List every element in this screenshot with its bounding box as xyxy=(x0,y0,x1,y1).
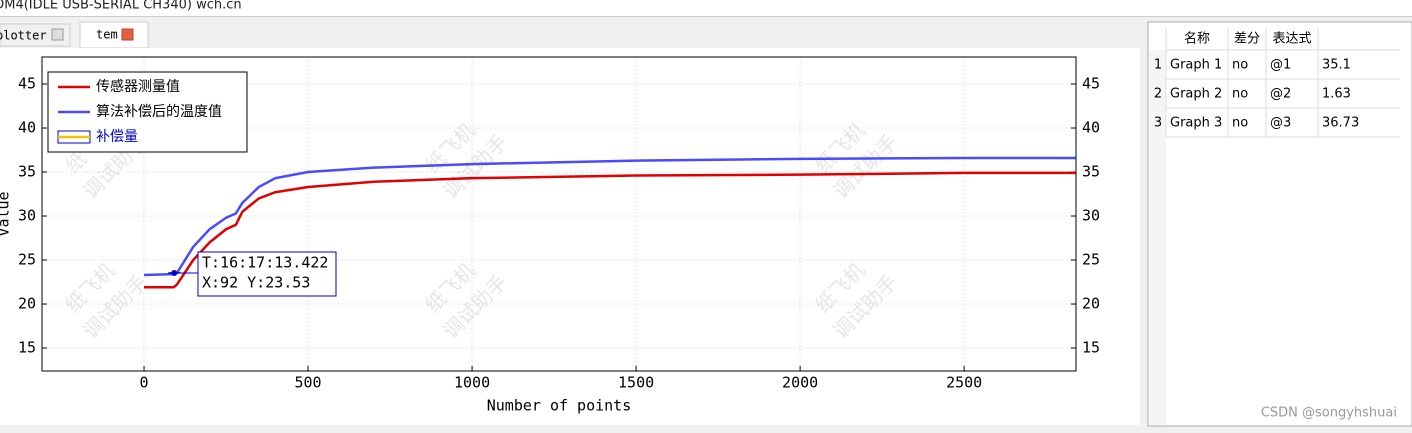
table-cell: Graph 2 xyxy=(1170,87,1222,102)
legend-label: 补偿量 xyxy=(96,129,138,145)
y2-tick-label: 30 xyxy=(1082,207,1100,225)
x-tick-label: 500 xyxy=(294,374,321,392)
table-index-column xyxy=(1149,50,1166,425)
table-cell: no xyxy=(1232,87,1248,102)
y2-tick-label: 20 xyxy=(1082,295,1100,313)
table-cell: 1.63 xyxy=(1322,87,1351,102)
table-cell: @1 xyxy=(1270,58,1291,73)
y-axis-label: Value xyxy=(0,191,13,236)
plot-frame xyxy=(41,56,1077,372)
table-cell: 35.1 xyxy=(1322,58,1351,73)
legend-label: 传感器测量值 xyxy=(96,78,180,95)
table-cell: @2 xyxy=(1270,87,1291,102)
table-header: 名称 xyxy=(1184,31,1210,47)
row-number: 2 xyxy=(1154,87,1162,102)
table-cell: no xyxy=(1232,58,1248,73)
tooltip-box xyxy=(197,251,337,297)
row-number: 1 xyxy=(1154,58,1162,73)
y-tick-label: 15 xyxy=(18,339,36,357)
table-header: 差分 xyxy=(1234,32,1260,47)
tab-close[interactable] xyxy=(121,28,134,41)
credit: CSDN @songyhshuai xyxy=(1261,406,1397,421)
y-tick-label: 30 xyxy=(18,207,36,225)
table-cell: @3 xyxy=(1270,116,1291,131)
data-line xyxy=(144,171,1076,289)
y-tick-label: 45 xyxy=(18,75,36,93)
y2-tick-label: 45 xyxy=(1082,75,1100,93)
x-tick-label: 1000 xyxy=(454,374,490,392)
table-cell: 36.73 xyxy=(1322,116,1359,131)
y2-tick-label: 40 xyxy=(1082,119,1100,137)
tab-label: plotter xyxy=(0,29,47,43)
tab-close[interactable] xyxy=(51,28,64,41)
y-tick-label: 35 xyxy=(18,163,36,181)
x-tick-label: 0 xyxy=(140,374,149,392)
y-tick-label: 25 xyxy=(18,251,36,269)
table-panel xyxy=(1147,21,1412,427)
y2-tick-label: 25 xyxy=(1082,251,1100,269)
legend-label: 算法补偿后的温度值 xyxy=(96,104,222,120)
y2-tick-label: 15 xyxy=(1082,339,1100,357)
title-bar xyxy=(0,0,1412,16)
tab-label: tem xyxy=(96,28,118,42)
table-cell: no xyxy=(1232,116,1248,131)
x-axis-label: Number of points xyxy=(487,397,632,415)
x-tick-label: 1500 xyxy=(618,374,654,392)
y-tick-label: 40 xyxy=(18,119,36,137)
data-line xyxy=(143,156,1076,277)
x-tick-label: 2500 xyxy=(946,374,982,392)
y-tick-label: 20 xyxy=(18,295,36,313)
table-cell: Graph 3 xyxy=(1170,116,1222,131)
table-cell: Graph 1 xyxy=(1170,58,1222,73)
tooltip-time: T:16:17:13.422 xyxy=(202,254,328,272)
y2-tick-label: 35 xyxy=(1082,163,1100,181)
window-title: OM4(IDLE USB-SERIAL CH340) wch.cn xyxy=(0,0,242,13)
table-header: 表达式 xyxy=(1272,32,1311,47)
x-tick-label: 2000 xyxy=(782,374,818,392)
tooltip-text: X:92 Y:23.53 xyxy=(202,274,310,292)
row-number: 3 xyxy=(1154,116,1162,131)
